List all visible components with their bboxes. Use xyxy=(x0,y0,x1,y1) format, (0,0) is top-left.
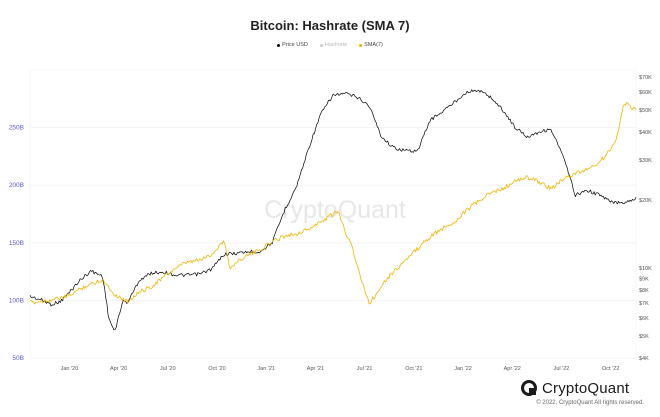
right-tick-label-8: $30K xyxy=(639,158,652,164)
right-tick-label-10: $50K xyxy=(639,108,652,114)
left-tick-label-1: 100B xyxy=(9,297,24,304)
left-tick-label-0: 50B xyxy=(12,355,24,362)
left-tick-label-4: 250B xyxy=(9,125,24,132)
left-tick-label-2: 150B xyxy=(9,240,24,247)
legend-item-price[interactable]: Price USD xyxy=(277,42,308,48)
x-tick-label-10: Jul '22 xyxy=(554,366,570,372)
x-tick-label-0: Jan '20 xyxy=(61,366,79,372)
x-tick-label-9: Apr '22 xyxy=(504,366,521,372)
legend-marker-sma xyxy=(359,43,363,47)
plot-frame xyxy=(29,69,637,359)
right-tick-label-0: $4K xyxy=(639,356,649,362)
x-tick-label-1: Apr '20 xyxy=(110,366,127,372)
right-tick-label-3: $7K xyxy=(639,301,649,307)
right-tick-label-7: $20K xyxy=(639,198,652,204)
x-tick-label-4: Jan '21 xyxy=(257,366,275,372)
cryptoquant-logo-icon xyxy=(521,380,537,396)
legend-label-hashrate: Hashrate xyxy=(324,42,348,48)
x-tick-label-5: Apr '21 xyxy=(307,366,324,372)
legend-item-sma[interactable]: SMA(7) xyxy=(359,42,383,48)
series-line-sma-7 xyxy=(29,102,637,305)
right-tick-label-4: $8K xyxy=(639,288,649,294)
copyright-text: © 2022, CryptoQuant All rights reserved. xyxy=(536,400,644,406)
right-tick-label-2: $6K xyxy=(639,316,649,322)
legend-marker-hashrate xyxy=(319,43,323,47)
x-tick-label-11: Oct '22 xyxy=(602,366,619,372)
right-tick-label-1: $5K xyxy=(639,334,649,340)
right-tick-label-5: $9K xyxy=(639,276,649,282)
left-tick-label-3: 200B xyxy=(9,182,24,189)
x-tick-label-8: Jan '22 xyxy=(454,366,472,372)
x-tick-label-7: Oct '21 xyxy=(405,366,422,372)
right-tick-label-9: $40K xyxy=(639,130,652,136)
brand-logo: CryptoQuant xyxy=(520,379,629,397)
legend-label-sma: SMA(7) xyxy=(364,42,383,48)
watermark-text: CryptoQuant xyxy=(264,196,406,224)
legend: Price USD Hashrate SMA(7) xyxy=(0,42,660,48)
right-tick-label-6: $10K xyxy=(639,266,652,272)
series-line-price-usd xyxy=(29,89,637,331)
brand-name: CryptoQuant xyxy=(542,379,630,397)
legend-label-price: Price USD xyxy=(282,42,308,48)
right-tick-label-12: $70K xyxy=(639,75,652,81)
chart-title: Bitcoin: Hashrate (SMA 7) xyxy=(250,18,410,33)
right-tick-label-11: $60K xyxy=(639,90,652,96)
x-tick-label-2: Jul '20 xyxy=(160,366,176,372)
legend-item-hashrate[interactable]: Hashrate xyxy=(319,42,348,48)
x-tick-label-3: Oct '20 xyxy=(208,366,225,372)
legend-marker-price xyxy=(277,43,281,47)
x-tick-label-6: Jul '21 xyxy=(357,366,373,372)
